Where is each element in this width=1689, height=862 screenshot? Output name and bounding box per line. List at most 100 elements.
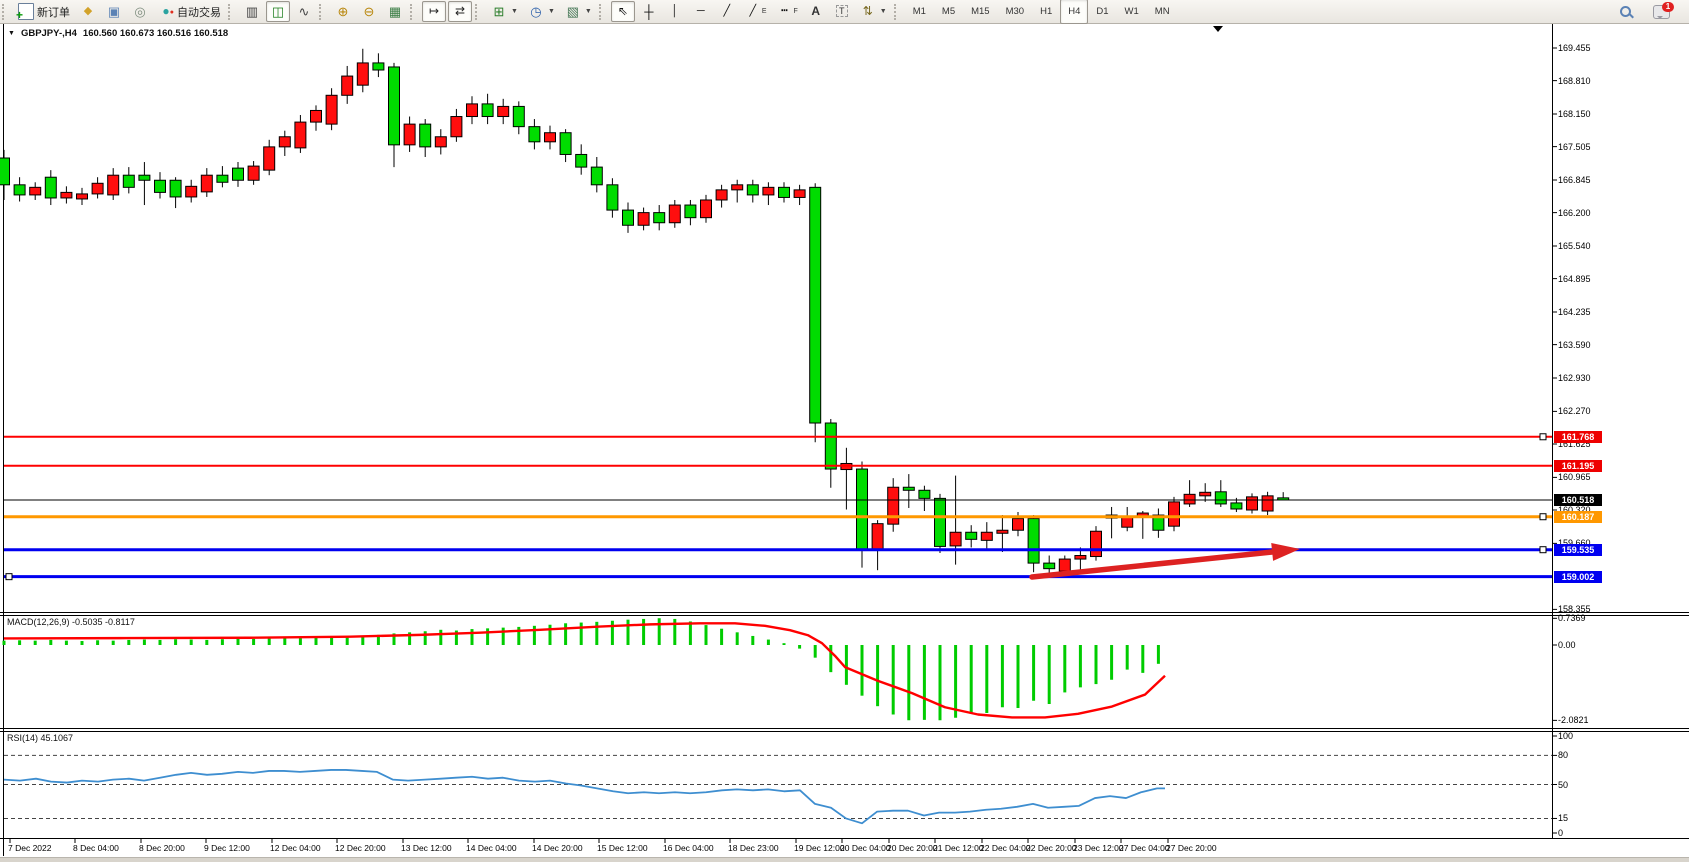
search-button[interactable]: [1615, 1, 1637, 22]
time-axis-label: 27 Dec 04:00: [1119, 843, 1170, 853]
signals-button[interactable]: [128, 1, 152, 22]
tf-m30[interactable]: M30: [998, 0, 1032, 24]
candle: [450, 108, 463, 142]
candle-body: [263, 146, 276, 171]
chart-shift-button[interactable]: [448, 1, 472, 22]
monitor-icon: [106, 4, 122, 20]
tf-mn[interactable]: MN: [1147, 0, 1178, 24]
tf-d1[interactable]: D1: [1088, 0, 1116, 24]
tf-m1-label: M1: [912, 6, 926, 17]
candle-body: [310, 109, 322, 123]
candle-body: [575, 153, 588, 168]
candle-body: [949, 531, 962, 547]
time-axis-label: 12 Dec 20:00: [335, 843, 386, 853]
auto-trading-button-label: 自动交易: [177, 6, 221, 19]
chart-canvas[interactable]: [0, 24, 1689, 862]
candle: [388, 62, 400, 168]
price-tick-label: 160.320: [1558, 505, 1591, 515]
tf-w1[interactable]: W1: [1117, 0, 1147, 24]
candle: [512, 101, 525, 135]
tf-h1[interactable]: H1: [1032, 0, 1060, 24]
auto-trading-button[interactable]: 自动交易: [154, 1, 225, 22]
tf-m15-label: M15: [971, 6, 990, 17]
trendline-button[interactable]: [715, 1, 739, 22]
price-tick-label: 166.200: [1558, 207, 1591, 218]
candle: [419, 119, 432, 157]
channel-icon: [745, 4, 761, 20]
price-tick-label: 164.895: [1558, 273, 1591, 284]
zoom-in-button[interactable]: [331, 1, 355, 22]
tf-m15[interactable]: M15: [963, 0, 997, 24]
channel-button[interactable]: E: [741, 1, 771, 22]
periods-button[interactable]: ▼: [524, 1, 559, 22]
new-order-icon: [16, 3, 34, 23]
tf-m1[interactable]: M1: [905, 0, 934, 24]
candle: [1136, 511, 1149, 539]
candle-body: [918, 489, 931, 499]
auto-scroll-icon: [426, 4, 442, 20]
notifications-button[interactable]: 1: [1649, 1, 1674, 22]
candle: [949, 475, 962, 565]
candle: [1214, 480, 1227, 507]
candle-body: [746, 184, 759, 196]
candle: [965, 525, 978, 548]
time-axis-label: 16 Dec 04:00: [663, 843, 714, 853]
zoom-out-button[interactable]: [357, 1, 381, 22]
chart-shift-marker[interactable]: [1213, 26, 1223, 37]
chevron-down-icon[interactable]: ▼: [511, 8, 518, 15]
candle-body: [793, 189, 806, 198]
fibonacci-button[interactable]: F: [772, 1, 801, 22]
candle: [746, 179, 759, 203]
price-tick-label: 162.270: [1558, 406, 1591, 417]
rsi-pane: [3, 754, 1552, 825]
candle: [356, 48, 369, 93]
chevron-down-icon[interactable]: ▼: [879, 8, 887, 15]
bar-chart-button[interactable]: [240, 1, 264, 22]
candle: [731, 179, 744, 203]
vertical-line-button[interactable]: [663, 1, 687, 22]
tile-windows-button[interactable]: [383, 1, 407, 22]
candle: [824, 418, 837, 488]
candle-body: [450, 116, 463, 138]
price-tick-label: 160.965: [1558, 472, 1591, 483]
time-axis-label: 7 Dec 2022: [8, 843, 52, 853]
text-icon: [808, 4, 824, 20]
templates-button[interactable]: ▼: [561, 1, 596, 22]
line-chart-button[interactable]: [292, 1, 316, 22]
line-handle: [1539, 513, 1547, 521]
tf-h1-label: H1: [1040, 6, 1053, 17]
candle: [1027, 515, 1040, 573]
arrows-button[interactable]: ▼: [856, 1, 891, 22]
candle-body: [232, 167, 244, 181]
price-badge: 160.187: [1554, 510, 1602, 523]
chevron-down-icon[interactable]: ▼: [584, 8, 592, 15]
new-order-button[interactable]: 新订单: [14, 1, 74, 23]
tf-m5[interactable]: M5: [934, 0, 963, 24]
toolbar-separator: [893, 3, 903, 20]
candle-body: [60, 191, 73, 199]
candlestick-button[interactable]: [266, 1, 290, 22]
new-chart-button[interactable]: ▼: [487, 1, 522, 22]
notification-count-badge: 1: [1662, 1, 1674, 12]
time-axis-label: 13 Dec 12:00: [401, 843, 452, 853]
text-button[interactable]: [804, 1, 828, 22]
cursor-button[interactable]: [610, 1, 635, 22]
market-watch-button[interactable]: [102, 1, 126, 22]
candle: [466, 96, 478, 125]
template-icon: [565, 4, 581, 20]
candle: [637, 207, 650, 231]
tool-sub-label: F: [793, 8, 798, 15]
chevron-down-icon[interactable]: ▼: [547, 8, 555, 15]
price-tick-label: 162.930: [1558, 373, 1591, 383]
macd-tick-label: 0.00: [1558, 640, 1576, 650]
crosshair-button[interactable]: [637, 1, 661, 22]
chart-window-button[interactable]: [76, 1, 100, 22]
candle-body: [965, 531, 978, 540]
auto-scroll-button[interactable]: [422, 1, 446, 22]
tf-h4[interactable]: H4: [1060, 0, 1089, 24]
text-label-button[interactable]: [830, 1, 854, 22]
chevron-down-icon[interactable]: ▼: [8, 30, 15, 37]
candle-body: [1027, 518, 1040, 564]
horizontal-line-button[interactable]: [689, 1, 713, 22]
candle: [310, 105, 322, 131]
